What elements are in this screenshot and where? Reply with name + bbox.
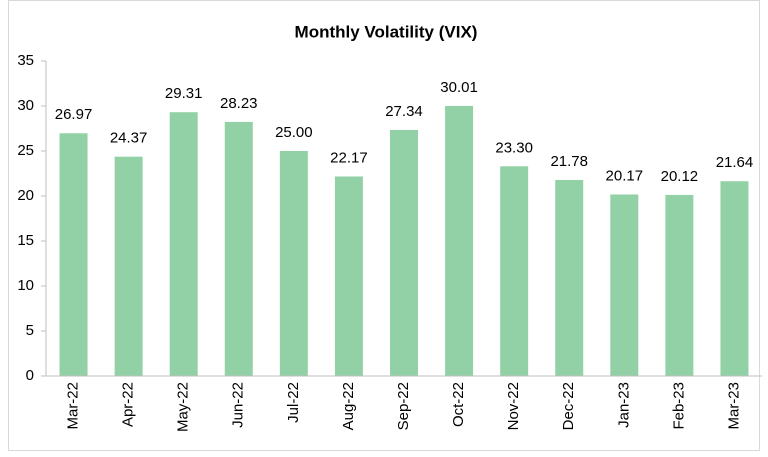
y-tick-label: 5 (26, 322, 34, 339)
x-tick-label: Sep-22 (395, 382, 412, 430)
data-label: 28.23 (220, 95, 258, 112)
x-tick-label: Mar-22 (65, 382, 82, 430)
data-label: 21.78 (550, 153, 588, 170)
y-tick-label: 0 (26, 367, 34, 384)
y-tick-label: 35 (17, 52, 34, 69)
chart-frame (8, 0, 760, 451)
bar (169, 112, 198, 377)
x-tick-label: Jun-22 (230, 382, 247, 428)
data-label: 26.97 (55, 106, 93, 123)
data-label: 30.01 (440, 79, 478, 96)
y-tick-label: 30 (17, 97, 34, 114)
y-tick-label: 10 (17, 277, 34, 294)
chart-title: Monthly Volatility (VIX) (295, 22, 478, 41)
data-label: 24.37 (110, 130, 148, 147)
x-tick-label: Jan-23 (615, 382, 632, 428)
data-label: 27.34 (385, 103, 423, 120)
x-tick-label: Aug-22 (340, 382, 357, 430)
bar (445, 105, 474, 376)
bar (334, 176, 363, 376)
bar (279, 151, 308, 376)
x-tick-label: Apr-22 (120, 382, 137, 427)
data-label: 22.17 (330, 149, 368, 166)
data-label: 25.00 (275, 124, 313, 141)
x-tick-label: Oct-22 (450, 382, 467, 427)
y-tick-label: 15 (17, 232, 34, 249)
data-label: 21.64 (716, 154, 754, 171)
bar (500, 166, 529, 376)
bar (610, 194, 639, 376)
data-label: 20.12 (661, 168, 699, 185)
bar (665, 194, 694, 376)
x-tick-label: Feb-23 (670, 382, 687, 430)
data-label: 20.17 (606, 167, 644, 184)
x-tick-label: May-22 (175, 382, 192, 432)
data-label: 23.30 (495, 139, 533, 156)
bar (224, 121, 253, 377)
bar (114, 156, 143, 376)
y-tick-label: 25 (17, 142, 34, 159)
bar (555, 179, 584, 376)
bar (59, 133, 88, 376)
x-tick-label: Dec-22 (560, 382, 577, 430)
y-tick-label: 20 (17, 187, 34, 204)
x-tick-label: Mar-23 (725, 382, 742, 430)
data-label: 29.31 (165, 85, 203, 102)
bar (720, 181, 749, 376)
bar (390, 129, 418, 376)
x-tick-label: Nov-22 (505, 382, 522, 430)
x-tick-label: Jul-22 (285, 382, 302, 423)
